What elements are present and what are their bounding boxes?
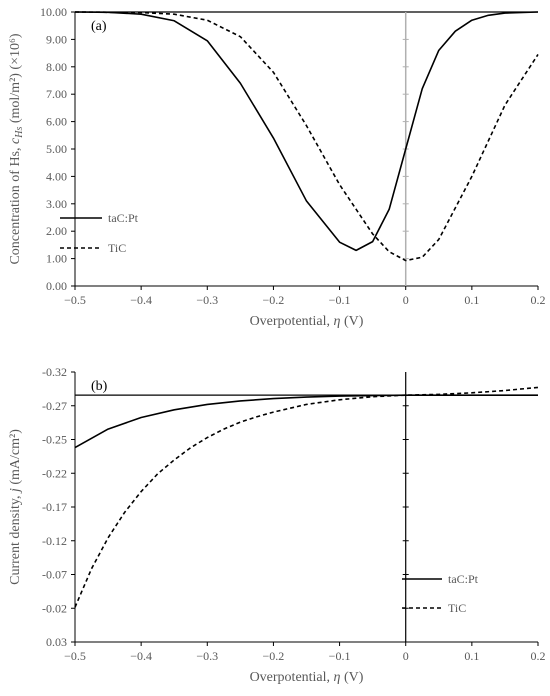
y-tick-label: -0.12 (42, 534, 67, 548)
x-tick-label: 0.2 (531, 293, 546, 307)
y-tick-label: 10.00 (40, 5, 67, 19)
y-tick-label: 7.00 (46, 87, 67, 101)
x-tick-label: −0.4 (130, 293, 152, 307)
x-tick-label: 0 (403, 293, 409, 307)
y-tick-label: -0.27 (42, 399, 67, 413)
x-tick-label: 0.1 (464, 649, 479, 663)
panel-label: (b) (91, 379, 108, 394)
y-tick-label: 4.00 (46, 169, 67, 183)
x-tick-label: 0.2 (531, 649, 546, 663)
legend-label: taC:Pt (448, 572, 479, 586)
y-tick-label: -0.22 (42, 466, 67, 480)
x-tick-label: −0.2 (263, 649, 285, 663)
x-tick-label: −0.2 (263, 293, 285, 307)
y-tick-label: -0.17 (42, 500, 67, 514)
y-tick-label: -0.02 (42, 601, 67, 615)
y-tick-label: 3.00 (46, 197, 67, 211)
legend-label: taC:Pt (108, 211, 139, 225)
x-tick-label: −0.5 (64, 293, 86, 307)
y-tick-label: -0.07 (42, 568, 67, 582)
y-axis-label: Current density, j (mA/cm²) (8, 429, 23, 585)
series-line-tic (74, 11, 539, 262)
x-tick-label: −0.3 (196, 293, 218, 307)
x-tick-label: 0 (403, 649, 409, 663)
y-tick-label: 0.00 (46, 279, 67, 293)
x-axis-label: Overpotential, η (V) (250, 670, 364, 685)
y-axis-label: Concentration of Hs, cHs (mol/m²) (×10⁶) (8, 33, 25, 264)
y-tick-label: -0.32 (42, 365, 67, 379)
x-axis-label: Overpotential, η (V) (250, 314, 364, 329)
legend-label: TiC (108, 241, 126, 255)
series-line-tac-pt (74, 394, 538, 449)
y-tick-label: 0.03 (46, 635, 67, 649)
y-tick-label: 2.00 (46, 224, 67, 238)
y-tick-label: 9.00 (46, 32, 67, 46)
x-tick-label: −0.3 (196, 649, 218, 663)
y-tick-label: 6.00 (46, 115, 67, 129)
legend-label: TiC (448, 601, 466, 615)
panel-label: (a) (91, 19, 107, 34)
y-tick-label: 8.00 (46, 60, 67, 74)
y-tick-label: 1.00 (46, 252, 67, 266)
series-line-tac-pt (74, 11, 539, 252)
chart-panel-b: 0.03 -0.02 -0.07 -0.12 -0.17 -0.22 -0.25 -0.27 -… (8, 365, 546, 685)
x-tick-label: −0.1 (329, 649, 351, 663)
chart-panel-a: 0.00 1.00 2.00 3.00 4.00 5.00 6.00 7.00 8.00 9.00… (8, 5, 546, 329)
y-tick-label: -0.25 (42, 433, 67, 447)
x-tick-label: −0.1 (329, 293, 351, 307)
y-tick-label: 5.00 (46, 142, 67, 156)
x-tick-label: −0.5 (64, 649, 86, 663)
x-tick-label: −0.4 (130, 649, 152, 663)
x-tick-label: 0.1 (464, 293, 479, 307)
